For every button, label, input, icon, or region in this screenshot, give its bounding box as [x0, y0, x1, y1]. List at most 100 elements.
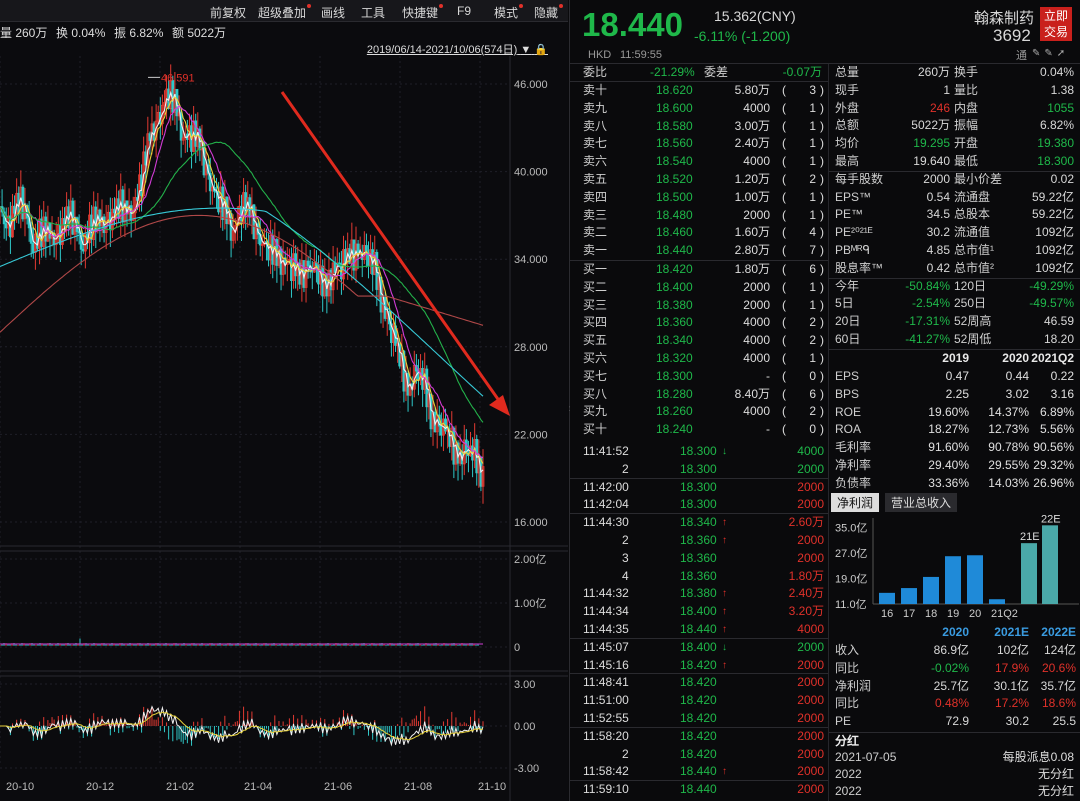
order-book: 委比 -21.29% 委差 -0.07万 卖十 18.620 5.80万 (3) 卖九 18.60…: [570, 64, 828, 441]
bracket-close: ): [820, 315, 824, 330]
date-range[interactable]: 2019/06/14-2021/10/06(574日) ▼ 🔒: [367, 41, 548, 57]
trade-time: 2: [622, 533, 629, 547]
lock-icon[interactable]: 🔒: [534, 44, 548, 56]
trade-volume: 2.40万: [788, 586, 824, 601]
fin-value: 6.89%: [1039, 404, 1074, 419]
trade-row: 11:41:52 18.300 ↓ 4000: [570, 443, 828, 461]
level-count: 1: [809, 297, 816, 312]
level-count: 6: [809, 262, 816, 276]
fin-label: 净利率: [835, 458, 872, 472]
stats-table: 总量 260万 换手 0.04% 现手 1 量比 1.38 外盘 246 内盘 1055 总额 5022万…: [829, 64, 1080, 349]
level-count: 6: [809, 386, 816, 401]
divider: [570, 260, 828, 261]
profit-bar: [923, 576, 939, 604]
bracket-open: (: [782, 118, 786, 133]
level-count: 1: [809, 351, 816, 365]
level-volume: 5.80万: [734, 83, 770, 97]
toolbar-item[interactable]: 前复权: [210, 4, 246, 21]
fin-value: 5.56%: [1039, 422, 1074, 437]
tong-label[interactable]: 通: [1016, 50, 1027, 62]
stat-value: -2.54%: [911, 296, 950, 311]
trade-time: 11:44:35: [583, 622, 629, 636]
tab-revenue[interactable]: 营业总收入: [885, 493, 958, 512]
bracket-close: ): [820, 404, 824, 419]
ratio-label: 委比: [583, 65, 608, 79]
trade-price: 18.440: [680, 622, 717, 636]
level-label: 买一: [583, 262, 608, 276]
stat-value: 2000: [923, 171, 950, 186]
bracket-open: (: [782, 422, 786, 437]
toolbar-item[interactable]: 快捷键: [402, 4, 444, 21]
trade-price: 18.360: [680, 568, 717, 583]
forecast-bar-label: 21E: [1020, 531, 1040, 543]
toolbar-item[interactable]: 隐藏: [534, 4, 564, 21]
toolbar-label: 隐藏: [534, 6, 559, 20]
trade-price: 18.420: [680, 693, 717, 708]
toolbar-item[interactable]: 画线: [321, 4, 345, 21]
bracket-open: (: [782, 243, 786, 258]
forecast-row: 收入 86.9亿 102亿 124亿: [829, 642, 1080, 660]
bracket-open: (: [782, 136, 786, 151]
divider: [570, 726, 828, 728]
diff-value: -0.07万: [782, 65, 822, 79]
candle-body: [356, 243, 360, 255]
arrow-up-icon: ↑: [722, 517, 727, 529]
candle-body: [481, 466, 485, 487]
stat-value: 59.22亿: [1031, 189, 1074, 204]
stat-row: 外盘 246 内盘 1055: [829, 100, 1080, 118]
divider[interactable]: [569, 0, 570, 801]
price-chart[interactable]: 46.000 40.000 34.000 28.000 22.000 16.000 46.5…: [0, 56, 568, 801]
level-price: 18.300: [656, 368, 693, 383]
bracket-open: (: [782, 386, 786, 401]
stat-value: 1092亿: [1035, 260, 1074, 275]
forecast-bar-label: 22E: [1041, 513, 1061, 525]
x-axis-label: 20-10: [6, 781, 34, 793]
mini-x-label: 21Q2: [991, 608, 1018, 620]
level-volume: 2.80万: [734, 243, 770, 258]
stat-label: 内盘: [954, 100, 979, 115]
stat-value: 1055: [1047, 100, 1074, 115]
tab-net-profit[interactable]: 净利润: [831, 493, 880, 512]
level-count: 1: [809, 118, 816, 133]
kline-panel: 前复权 超级叠加 画线 工具 快捷键 F9 模式 隐藏 量 260万 换 0.04% 振 6.…: [0, 0, 568, 801]
divider: [829, 277, 1080, 279]
level-label: 买四: [583, 315, 608, 330]
trend-arrow-line: [280, 91, 502, 403]
ma-line-ma20: [0, 105, 484, 459]
divider: [570, 477, 828, 479]
trade-price: 18.340: [680, 515, 717, 530]
mini-y-label: 19.0亿: [835, 573, 867, 586]
arrow-down-icon: ↓: [722, 641, 727, 653]
trade-price: 18.440: [680, 782, 717, 797]
trade-row: 2 18.300 2000: [570, 461, 828, 479]
trade-button[interactable]: 立即交易: [1040, 7, 1072, 41]
trade-time: 11:42:00: [583, 479, 629, 494]
stat-label: 总市值¹: [954, 243, 994, 257]
edit-icons[interactable]: ✎✎➚: [1032, 48, 1070, 59]
toolbar-item[interactable]: 超级叠加: [258, 4, 312, 21]
level-count: 3: [809, 83, 816, 97]
date-range-label: 2019/06/14-2021/10/06(574日): [366, 44, 518, 56]
level-price: 18.560: [656, 136, 693, 151]
bid-row: 买一 18.420 1.80万 (6): [570, 261, 828, 279]
bracket-open: (: [782, 262, 786, 276]
forecast-value: -0.02%: [930, 660, 969, 675]
toolbar-item[interactable]: F9: [457, 4, 471, 18]
trade-price: 18.420: [680, 728, 717, 743]
dividend-row: 2022 无分红: [829, 783, 1080, 801]
divider: [570, 81, 828, 82]
trade-ticker[interactable]: 11:41:52 18.300 ↓ 4000 2 18.300 2000 11:42:00 18…: [570, 441, 828, 801]
toolbar-item[interactable]: 模式: [494, 4, 524, 21]
candle-body: [354, 243, 358, 271]
candle-body: [142, 151, 146, 197]
level-label: 卖三: [583, 207, 608, 222]
stat-label: PE™: [835, 207, 864, 222]
bracket-open: (: [782, 189, 786, 204]
toolbar-item[interactable]: 工具: [361, 4, 385, 21]
level-count: 1: [809, 136, 816, 151]
level-count: 2: [809, 333, 816, 348]
forecast-label: 净利润: [835, 678, 872, 693]
dropdown-icon[interactable]: ▼: [520, 44, 532, 56]
profit-bar: [967, 555, 983, 604]
stat-label: 今年: [835, 278, 860, 293]
